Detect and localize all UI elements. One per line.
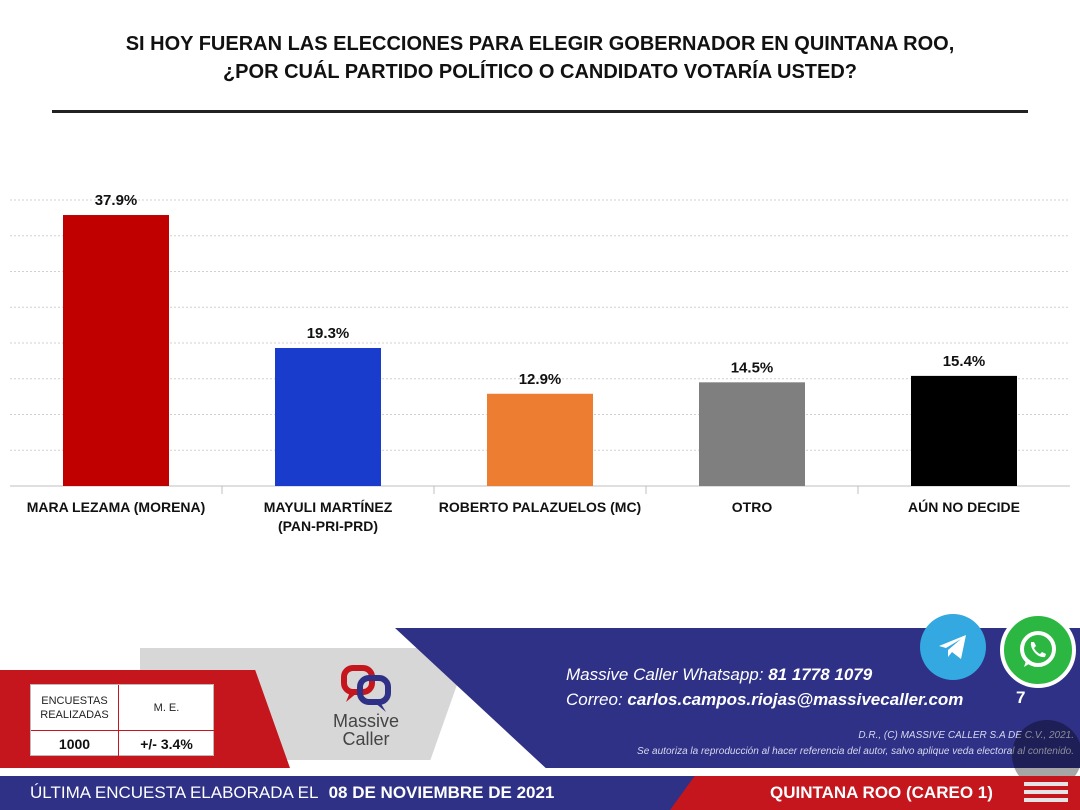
last-survey-text: ÚLTIMA ENCUESTA ELABORADA EL 08 DE NOVIE… xyxy=(30,783,554,803)
copyright-line-2: Se autoriza la reproducción al hacer ref… xyxy=(637,746,1074,757)
title-line-1: SI HOY FUERAN LAS ELECCIONES PARA ELEGIR… xyxy=(125,33,955,55)
bar-1 xyxy=(63,215,169,486)
bar-2 xyxy=(275,348,381,486)
logo-name-1: Massive xyxy=(332,711,399,731)
copyright-notice: D.R., (C) MASSIVE CALLER S.A DE C.V., 20… xyxy=(454,728,1074,760)
whatsapp-icon[interactable] xyxy=(1000,612,1076,688)
category-label-4: OTRO xyxy=(732,499,773,515)
bar-chart: 37.9% MARA LEZAMA (MORENA) 19.3% MAYULI MAR… xyxy=(10,192,1070,534)
category-label-1: MARA LEZAMA (MORENA) xyxy=(27,499,206,515)
margin-error-value: +/- 3.4% xyxy=(119,731,215,757)
data-label-4: 14.5% xyxy=(731,359,774,376)
surveys-value: 1000 xyxy=(31,731,119,757)
logo-name-2: Caller xyxy=(342,729,390,749)
email-address[interactable]: carlos.campos.riojas@massivecaller.com xyxy=(627,690,964,709)
category-label-2-line-1: MAYULI MARTÍNEZ xyxy=(264,499,393,515)
title-line-2: ¿POR CUÁL PARTIDO POLÍTICO O CANDIDATO V… xyxy=(222,61,858,83)
massive-caller-logo-icon xyxy=(341,665,391,712)
category-label-5: AÚN NO DECIDE xyxy=(908,498,1020,515)
data-label-1: 37.9% xyxy=(95,192,138,209)
whatsapp-label: Massive Caller Whatsapp: xyxy=(566,665,764,684)
last-survey-date: 08 DE NOVIEMBRE DE 2021 xyxy=(328,783,555,802)
footer: ENCUESTAS REALIZADAS M. E. 1000 +/- 3.4%… xyxy=(0,612,1080,810)
surveys-header: ENCUESTAS REALIZADAS xyxy=(31,685,119,731)
margin-error-header: M. E. xyxy=(119,685,215,731)
page-number: 7 xyxy=(1016,688,1026,707)
data-label-2: 19.3% xyxy=(307,325,350,342)
email-label: Correo: xyxy=(566,690,623,709)
chart-title: SI HOY FUERAN LAS ELECCIONES PARA ELEGIR… xyxy=(40,30,1040,86)
category-label-3: ROBERTO PALAZUELOS (MC) xyxy=(439,499,641,515)
telegram-icon[interactable] xyxy=(920,614,986,680)
data-label-5: 15.4% xyxy=(943,353,986,370)
whatsapp-number: 81 1778 1079 xyxy=(768,665,873,684)
bar-5 xyxy=(911,375,1017,486)
contact-info: Massive Caller Whatsapp: 81 1778 1079 Co… xyxy=(566,662,963,712)
data-label-3: 12.9% xyxy=(519,371,562,388)
bottom-red-band xyxy=(670,776,1080,810)
logo-text: Massive Caller xyxy=(316,712,416,748)
copyright-line-1: D.R., (C) MASSIVE CALLER S.A DE C.V., 20… xyxy=(858,730,1074,741)
title-divider xyxy=(52,110,1028,113)
bar-4 xyxy=(699,382,805,486)
last-survey-label: ÚLTIMA ENCUESTA ELABORADA EL xyxy=(30,783,318,802)
bar-3 xyxy=(487,393,593,486)
survey-stats-table: ENCUESTAS REALIZADAS M. E. 1000 +/- 3.4% xyxy=(30,684,215,757)
menu-icon[interactable] xyxy=(1024,778,1068,808)
region-label: QUINTANA ROO (CAREO 1) xyxy=(770,783,993,802)
category-label-2-line-2: (PAN-PRI-PRD) xyxy=(278,518,378,534)
